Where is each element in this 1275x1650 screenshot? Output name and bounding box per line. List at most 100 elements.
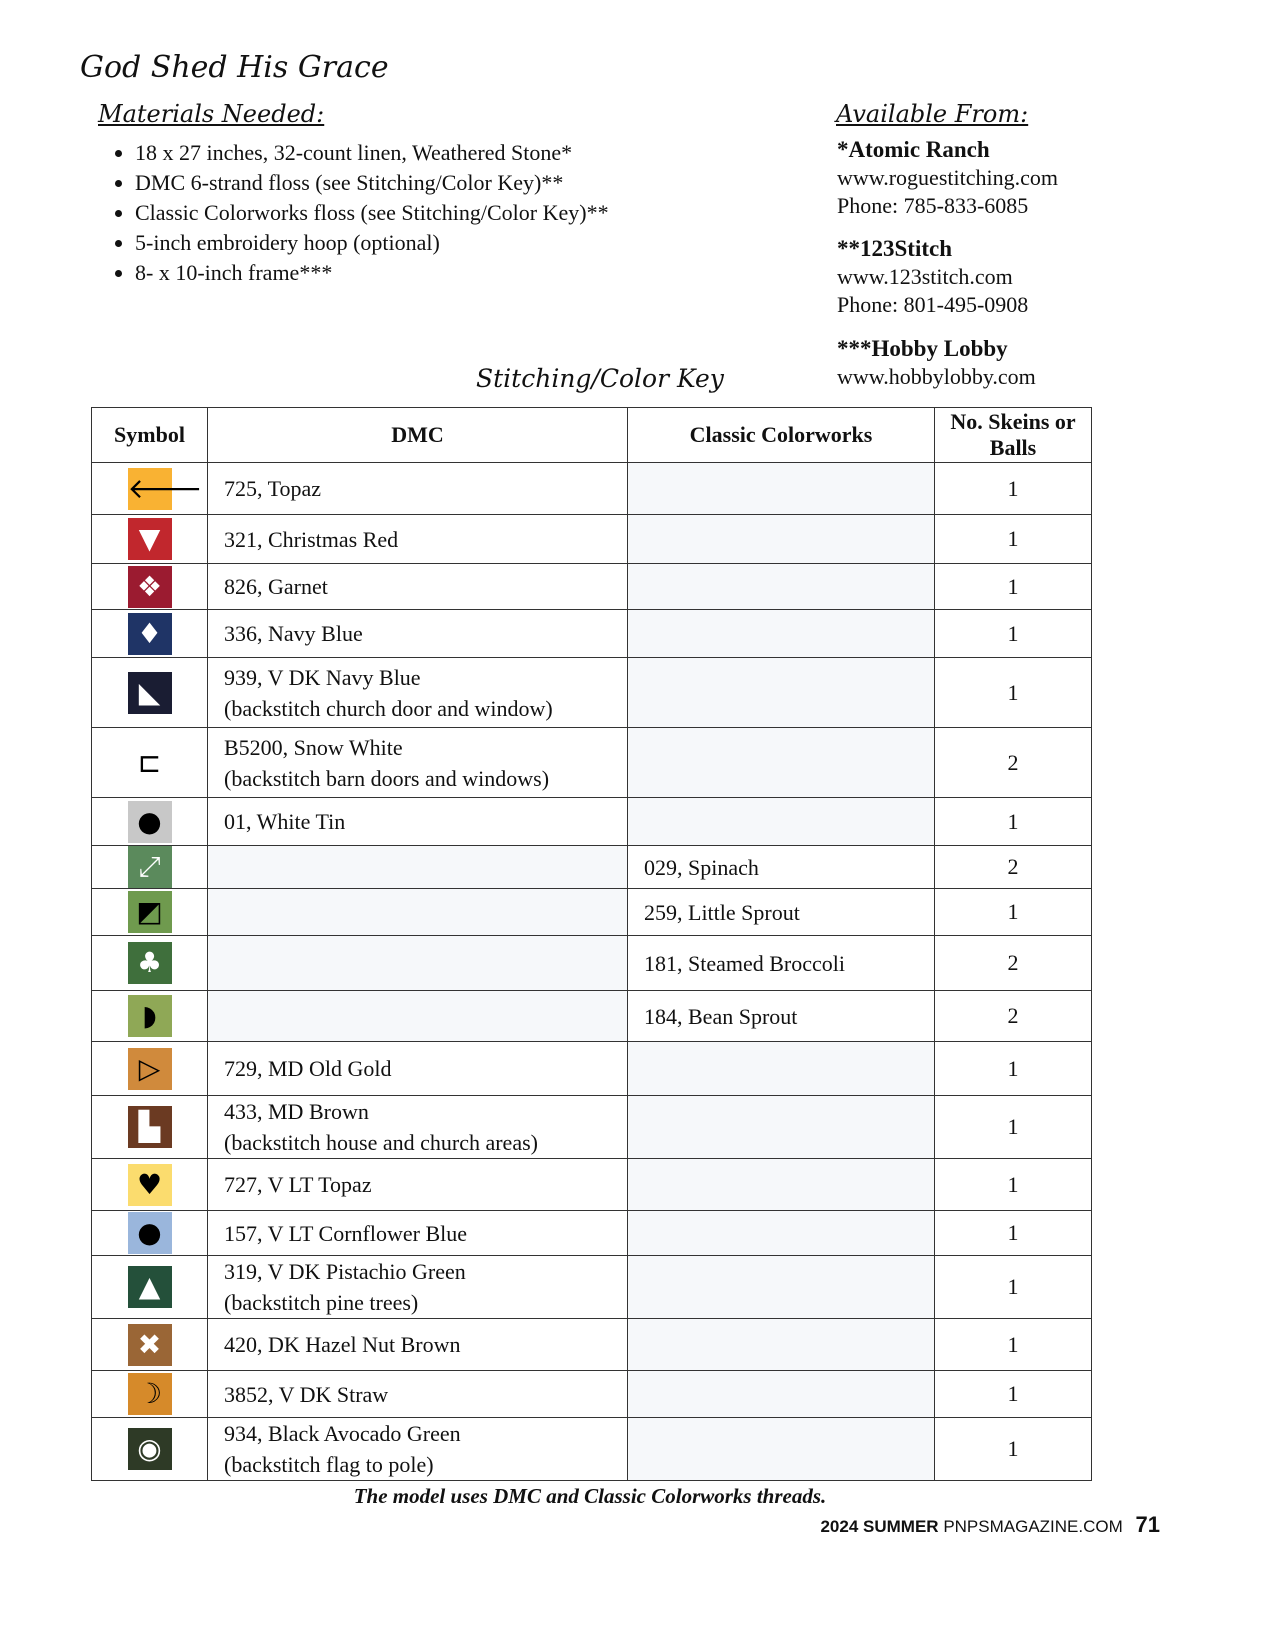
source-phone: Phone: 785-833-6085 xyxy=(837,193,1029,218)
skeins-cell: 1 xyxy=(934,1041,1092,1096)
source-123stitch: **123Stitch www.123stitch.com Phone: 801… xyxy=(837,235,1028,319)
dmc-cell: 433, MD Brown (backstitch house and churc… xyxy=(207,1095,628,1159)
skeins-cell: 1 xyxy=(934,1095,1092,1159)
key-row: 🡐 725, Topaz 1 xyxy=(91,462,1092,515)
symbol-cell: ⤢ xyxy=(91,845,208,889)
symbol-cell: ❖ xyxy=(91,563,208,610)
symbol-cell: ▙ xyxy=(91,1095,208,1159)
key-row: ▷ 729, MD Old Gold 1 xyxy=(91,1041,1092,1096)
skeins-cell: 1 xyxy=(934,1370,1092,1418)
symbol-cell: ⊏ xyxy=(91,727,208,798)
dmc-thread: 420, DK Hazel Nut Brown xyxy=(224,1332,461,1357)
source-hobby-lobby: ***Hobby Lobby www.hobbylobby.com xyxy=(837,335,1036,391)
classic-colorworks-cell xyxy=(627,727,935,798)
dmc-thread: 01, White Tin xyxy=(224,809,346,834)
dmc-thread: 939, V DK Navy Blue xyxy=(224,664,421,690)
dmc-cell: 729, MD Old Gold xyxy=(207,1041,628,1096)
material-item: 5-inch embroidery hoop (optional) xyxy=(135,228,609,258)
dmc-thread: 826, Garnet xyxy=(224,574,328,599)
symbol-cell: ♦ xyxy=(91,609,208,658)
symbol-cell: ♣ xyxy=(91,935,208,991)
symbol-cell: ✖ xyxy=(91,1318,208,1371)
skeins-cell: 1 xyxy=(934,1318,1092,1371)
symbol-cell: ▲ xyxy=(91,1255,208,1319)
symbol-cell: ◩ xyxy=(91,888,208,936)
classic-colorworks-cell xyxy=(627,462,935,515)
classic-colorworks-cell: 029, Spinach xyxy=(627,845,935,889)
page-number: 71 xyxy=(1135,1512,1160,1537)
classic-colorworks-cell xyxy=(627,1370,935,1418)
classic-colorworks-cell xyxy=(627,563,935,610)
classic-colorworks-cell xyxy=(627,797,935,846)
classic-colorworks-cell: 259, Little Sprout xyxy=(627,888,935,936)
dmc-cell: 01, White Tin xyxy=(207,797,628,846)
dmc-cell: 420, DK Hazel Nut Brown xyxy=(207,1318,628,1371)
classic-colorworks-cell xyxy=(627,1318,935,1371)
footnote: The model uses DMC and Classic Colorwork… xyxy=(353,1484,827,1508)
skeins-cell: 1 xyxy=(934,609,1092,658)
classic-colorworks-cell xyxy=(627,1255,935,1319)
classic-colorworks-cell xyxy=(627,1210,935,1256)
key-row: ✖ 420, DK Hazel Nut Brown 1 xyxy=(91,1318,1092,1371)
dmc-thread: 729, MD Old Gold xyxy=(224,1056,392,1081)
symbol-cell: ♥ xyxy=(91,1158,208,1211)
col-classic-colorworks: Classic Colorworks xyxy=(627,407,935,463)
backstitch-note: (backstitch flag to pole) xyxy=(224,1452,434,1477)
dmc-thread: 157, V LT Cornflower Blue xyxy=(224,1220,468,1246)
color-key-table: Symbol DMC Classic Colorworks No. Skeins… xyxy=(91,407,1092,1481)
triangle-down-icon: ▼ xyxy=(127,518,172,560)
triangle-right-outline-icon: ▷ xyxy=(127,1047,172,1090)
skeins-cell: 1 xyxy=(934,1255,1092,1319)
site-label: PNPSMAGAZINE.COM xyxy=(943,1517,1123,1536)
backstitch-note: (backstitch church door and window) xyxy=(224,695,553,721)
dmc-cell: 939, V DK Navy Blue (backstitch church do… xyxy=(207,657,628,728)
classic-colorworks-cell xyxy=(627,1158,935,1211)
skeins-cell: 1 xyxy=(934,797,1092,846)
skeins-cell: 1 xyxy=(934,1210,1092,1256)
dmc-cell: 319, V DK Pistachio Green (backstitch pin… xyxy=(207,1255,628,1319)
circle-icon: ● xyxy=(127,1212,172,1254)
source-url: www.123stitch.com xyxy=(837,264,1013,289)
key-row: ⊏ B5200, Snow White (backstitch barn doors… xyxy=(91,727,1092,798)
source-atomic-ranch: *Atomic Ranch www.roguestitching.com Pho… xyxy=(837,136,1058,220)
key-row: ♥ 727, V LT Topaz 1 xyxy=(91,1158,1092,1211)
key-row: ♦ 336, Navy Blue 1 xyxy=(91,609,1092,658)
dmc-thread: B5200, Snow White xyxy=(224,734,403,760)
dmc-thread: 934, Black Avocado Green xyxy=(224,1421,461,1446)
symbol-cell: 🡐 xyxy=(91,462,208,515)
dmc-thread: 336, Navy Blue xyxy=(224,621,363,646)
dmc-cell: 934, Black Avocado Green (backstitch flag… xyxy=(207,1417,628,1481)
available-heading: Available From: xyxy=(836,100,1029,128)
source-name: **123Stitch xyxy=(837,236,952,261)
backstitch-note: (backstitch house and church areas) xyxy=(224,1130,538,1155)
skeins-cell: 1 xyxy=(934,514,1092,564)
col-symbol: Symbol xyxy=(91,407,208,463)
bracket-icon: ⊏ xyxy=(127,741,172,784)
dmc-thread: 319, V DK Pistachio Green xyxy=(224,1259,466,1284)
page-footer: 2024 SUMMER PNPSMAGAZINE.COM 71 xyxy=(820,1512,1160,1538)
source-url: www.roguestitching.com xyxy=(837,165,1058,190)
skeins-cell: 2 xyxy=(934,935,1092,991)
x-cross-icon: ✖ xyxy=(127,1323,172,1366)
dmc-cell: 727, V LT Topaz xyxy=(207,1158,628,1211)
symbol-cell: ◉ xyxy=(91,1417,208,1481)
backstitch-note: (backstitch pine trees) xyxy=(224,1290,419,1315)
symbol-cell: ● xyxy=(91,797,208,846)
classic-colorworks-cell xyxy=(627,657,935,728)
dmc-cell xyxy=(207,990,628,1042)
skeins-cell: 2 xyxy=(934,990,1092,1042)
club-icon: ♣ xyxy=(127,942,172,984)
col-dmc: DMC xyxy=(207,407,628,463)
source-url: www.hobbylobby.com xyxy=(837,364,1036,389)
issue-label: 2024 SUMMER xyxy=(820,1517,939,1536)
l-shape-icon: ▙ xyxy=(127,1106,172,1148)
key-row: ● 01, White Tin 1 xyxy=(91,797,1092,846)
ring-icon: ◉ xyxy=(127,1428,172,1470)
diamond-icon: ♦ xyxy=(127,612,172,655)
classic-colorworks-cell xyxy=(627,514,935,564)
symbol-cell: ▷ xyxy=(91,1041,208,1096)
classic-colorworks-cell: 184, Bean Sprout xyxy=(627,990,935,1042)
symbol-cell: ☽ xyxy=(91,1370,208,1418)
source-name: *Atomic Ranch xyxy=(837,137,990,162)
